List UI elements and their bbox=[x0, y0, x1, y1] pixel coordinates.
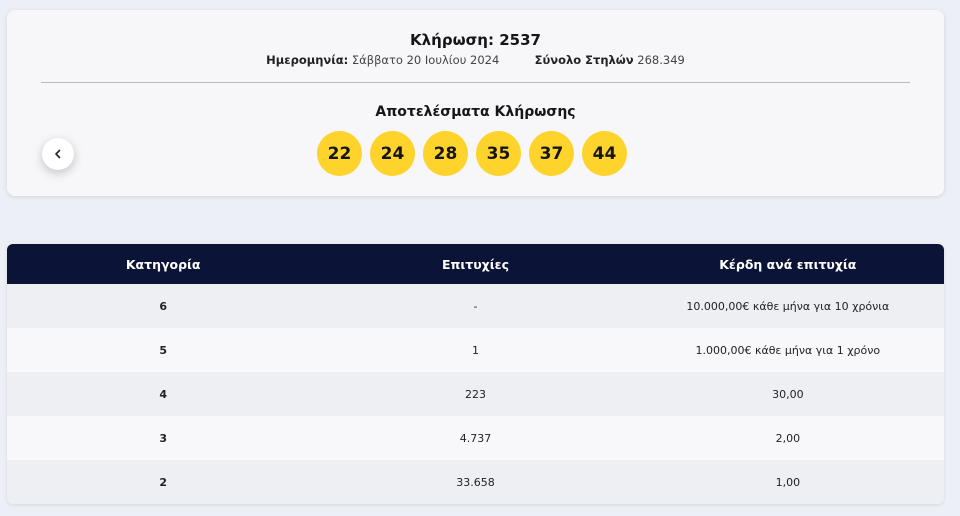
prize-cell: 1,00 bbox=[775, 475, 801, 489]
header-category: Κατηγορία bbox=[125, 256, 201, 272]
category-cell: 2 bbox=[159, 475, 167, 489]
number-ball: 37 bbox=[529, 131, 574, 176]
number-ball: 35 bbox=[476, 131, 521, 176]
number-ball: 22 bbox=[317, 131, 362, 176]
prize-cell: 2,00 bbox=[775, 431, 801, 445]
draw-info-card: Κλήρωση: 2537 Ημερομηνία: Σάββατο 20 Ιου… bbox=[7, 10, 944, 196]
header-winners: Επιτυχίες bbox=[441, 256, 509, 272]
header-prize: Κέρδη ανά επιτυχία bbox=[719, 256, 857, 272]
number-ball: 24 bbox=[370, 131, 415, 176]
prize-table-card: Κατηγορία Επιτυχίες Κέρδη ανά επιτυχία 6… bbox=[7, 244, 944, 504]
winners-cell: 33.658 bbox=[456, 475, 495, 489]
previous-draw-button[interactable] bbox=[42, 138, 74, 170]
results-title: Αποτελέσματα Κλήρωσης bbox=[375, 104, 576, 120]
category-cell: 6 bbox=[159, 299, 167, 313]
number-ball: 44 bbox=[582, 131, 627, 176]
chevron-left-icon bbox=[55, 149, 61, 159]
draw-title: Κλήρωση: 2537 bbox=[410, 31, 541, 49]
prize-cell: 1.000,00€ κάθε μήνα για 1 χρόνο bbox=[695, 343, 881, 357]
date-value: Σάββατο 20 Ιουλίου 2024 bbox=[351, 53, 500, 67]
prize-cell: 10.000,00€ κάθε μήνα για 10 χρόνια bbox=[686, 299, 890, 313]
divider bbox=[41, 82, 910, 83]
winners-cell: - bbox=[473, 299, 478, 313]
category-cell: 3 bbox=[159, 431, 167, 445]
table-row: 3 4.737 2,00 bbox=[7, 416, 944, 460]
winners-cell: 223 bbox=[464, 387, 486, 401]
table-row: 4 223 30,00 bbox=[7, 372, 944, 416]
winning-numbers: 22 24 28 35 37 44 bbox=[317, 131, 627, 176]
prize-cell: 30,00 bbox=[772, 387, 804, 401]
draw-meta: Ημερομηνία: Σάββατο 20 Ιουλίου 2024 Σύνο… bbox=[7, 53, 944, 67]
table-row: 6 - 10.000,00€ κάθε μήνα για 10 χρόνια bbox=[7, 284, 944, 328]
table-row: 2 33.658 1,00 bbox=[7, 460, 944, 504]
prize-table: Κατηγορία Επιτυχίες Κέρδη ανά επιτυχία 6… bbox=[7, 244, 944, 504]
category-cell: 4 bbox=[159, 387, 167, 401]
table-row: 5 1 1.000,00€ κάθε μήνα για 1 χρόνο bbox=[7, 328, 944, 372]
winners-cell: 4.737 bbox=[459, 431, 492, 445]
number-ball: 28 bbox=[423, 131, 468, 176]
columns-label: Σύνολο Στηλών bbox=[534, 53, 634, 67]
category-cell: 5 bbox=[159, 343, 167, 357]
winners-cell: 1 bbox=[471, 343, 479, 357]
columns-value: 268.349 bbox=[637, 53, 685, 67]
date-label: Ημερομηνία: bbox=[266, 53, 349, 67]
table-header-row: Κατηγορία Επιτυχίες Κέρδη ανά επιτυχία bbox=[7, 244, 944, 284]
